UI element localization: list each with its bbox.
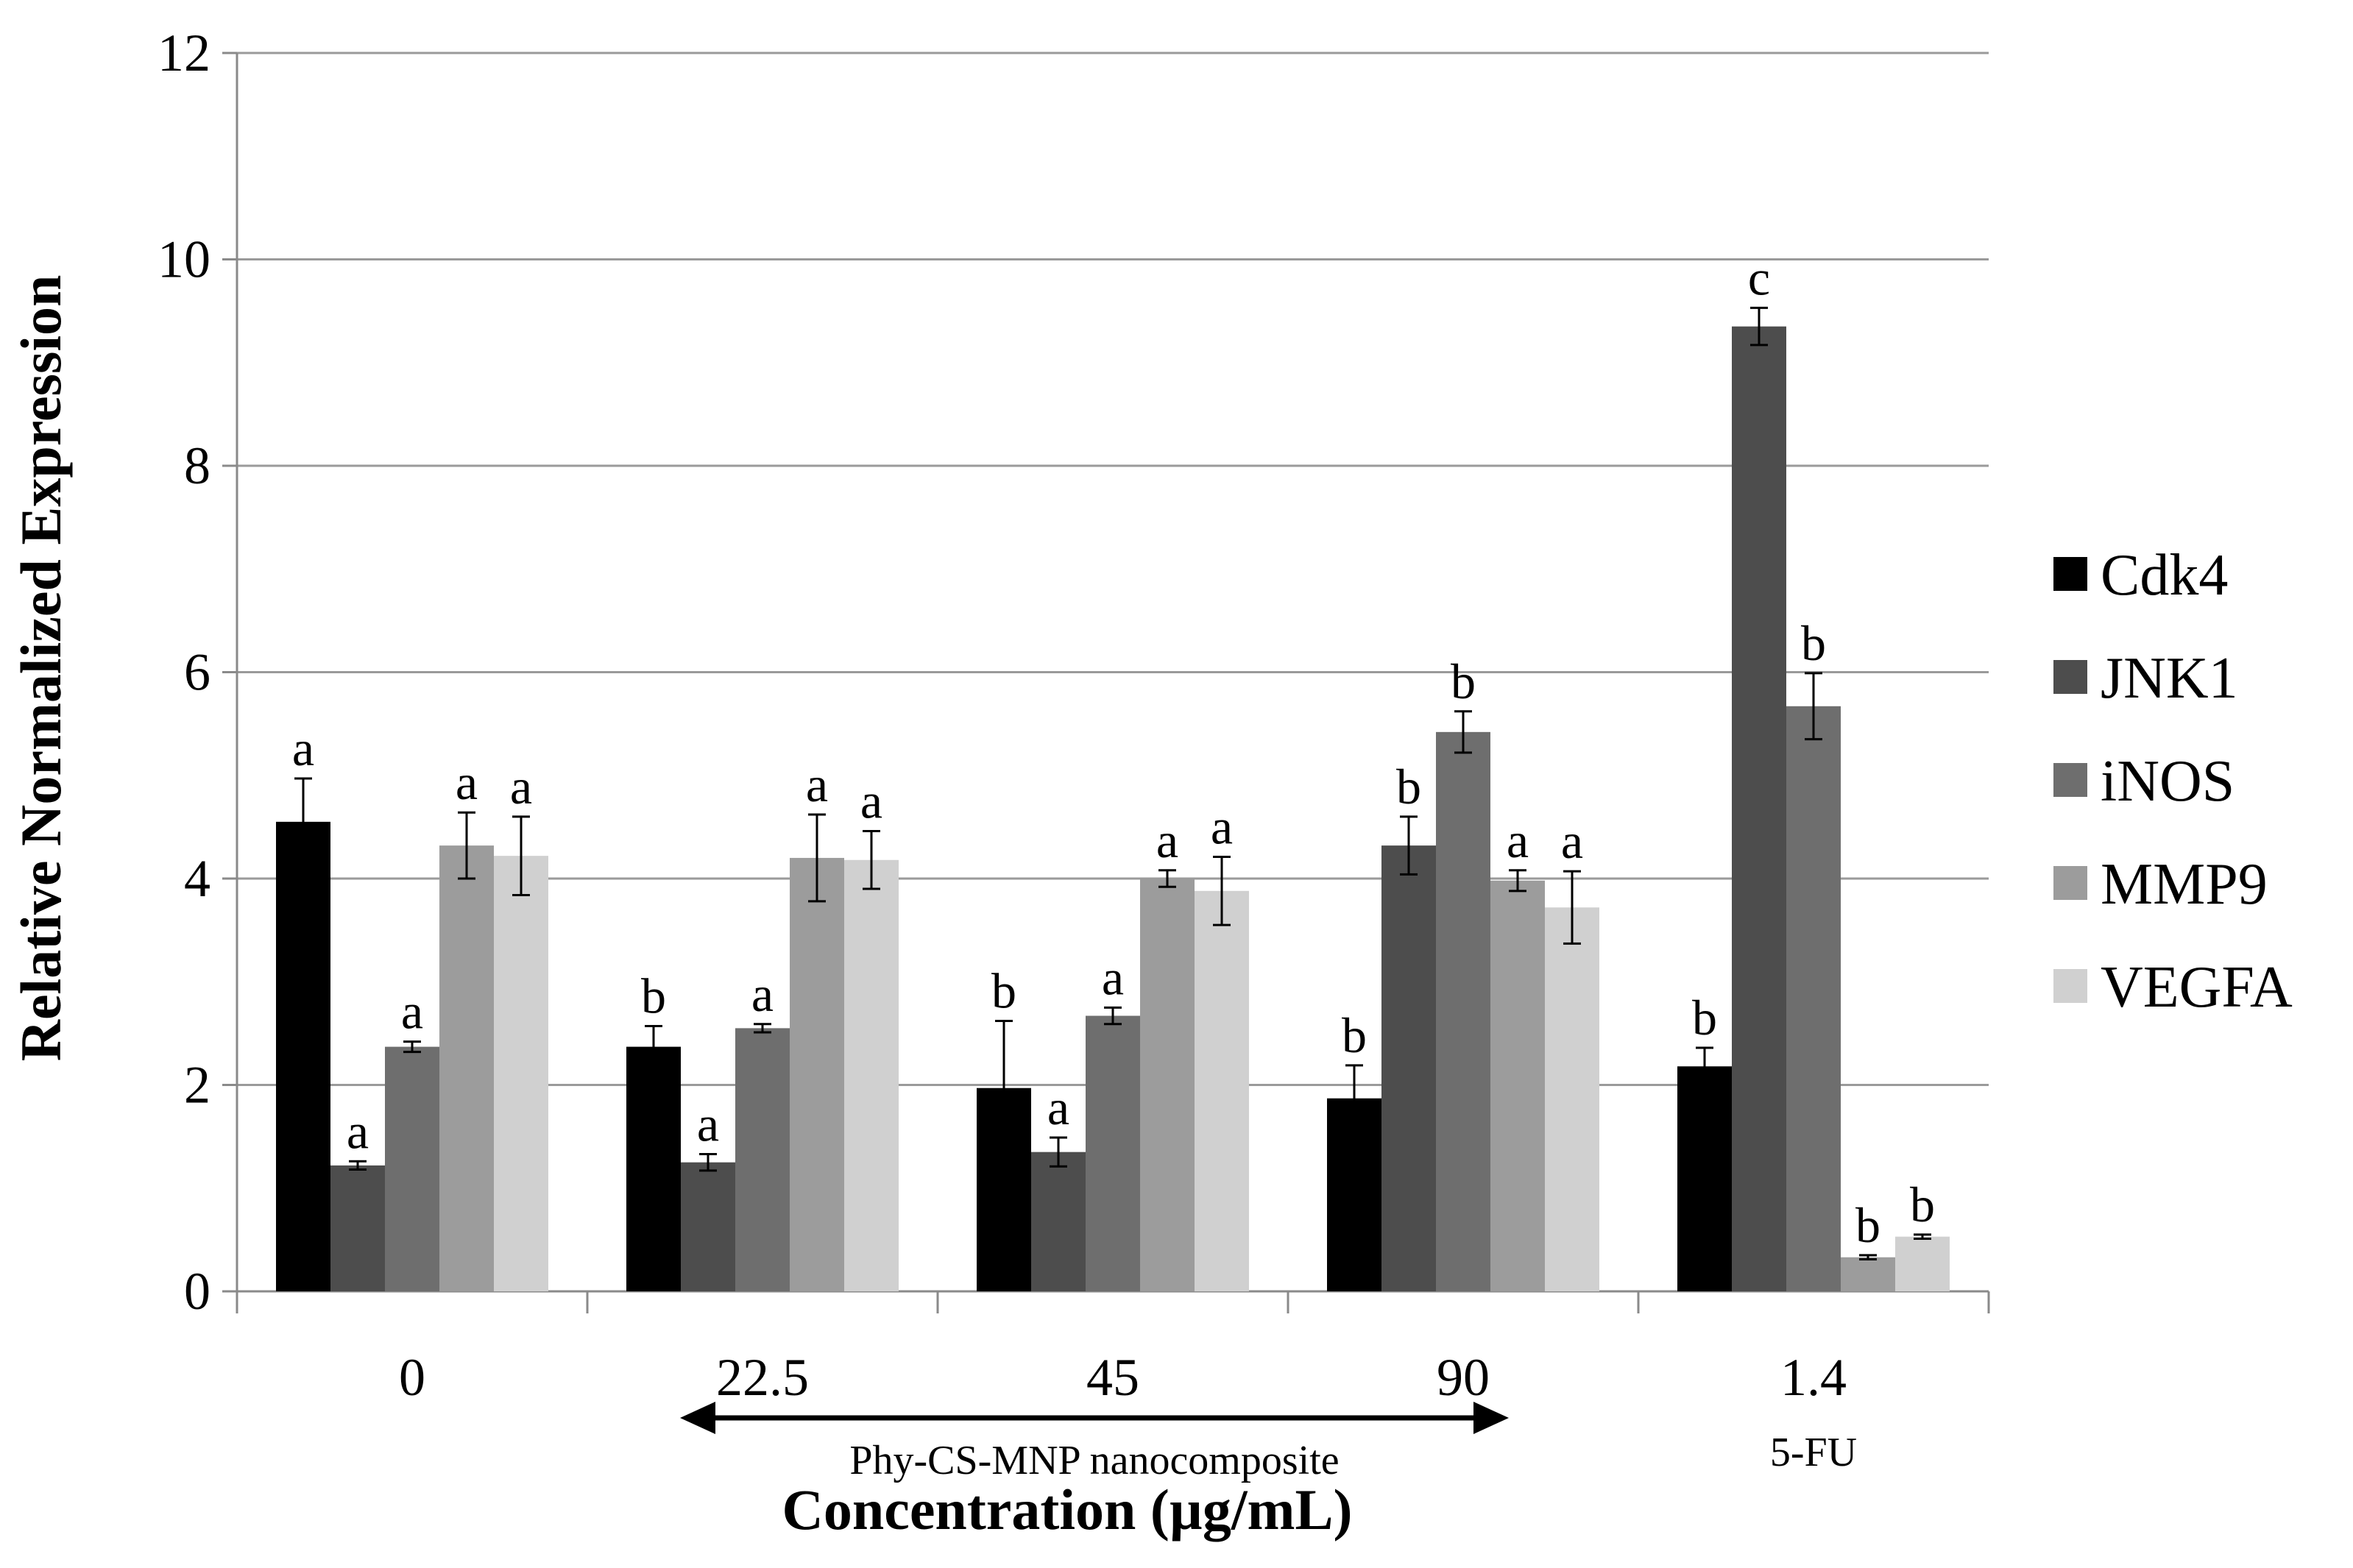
y-tick-label: 4 xyxy=(184,849,210,908)
bar-jnk1 xyxy=(1031,1152,1086,1291)
significance-label: a xyxy=(1561,813,1583,869)
legend-label: VEGFA xyxy=(2101,955,2293,1020)
x-tick-label: 45 xyxy=(1086,1348,1139,1407)
y-tick-label: 10 xyxy=(158,230,210,289)
bar-cdk4 xyxy=(626,1046,681,1291)
tick-labels: 0 2 4 6 8 10 12 0 22.5 45 90 1.4 5-FU xyxy=(158,24,1857,1475)
legend-label: MMP9 xyxy=(2101,852,2268,917)
significance-label: a xyxy=(292,720,314,776)
bar-inos xyxy=(1436,731,1490,1291)
bracket-annotation: Phy-CS-MNP nanocomposite xyxy=(680,1402,1509,1483)
significance-label: b xyxy=(1855,1197,1880,1253)
significance-label: a xyxy=(347,1103,369,1159)
x-tick-label: 1.4 xyxy=(1780,1348,1847,1407)
bar-vegfa xyxy=(1545,907,1599,1291)
x-tick-sublabel: 5-FU xyxy=(1770,1430,1857,1475)
x-tick-label: 0 xyxy=(399,1348,425,1407)
bar-cdk4 xyxy=(276,821,330,1291)
significance-label: a xyxy=(401,984,423,1040)
significance-label: c xyxy=(1748,249,1770,305)
bar-jnk1 xyxy=(1732,326,1786,1292)
bar-cdk4 xyxy=(1677,1066,1732,1291)
y-tick-label: 6 xyxy=(184,643,210,702)
error-bars xyxy=(294,306,1931,1261)
legend-label: Cdk4 xyxy=(2101,543,2228,608)
significance-label: a xyxy=(860,773,882,829)
bar-jnk1 xyxy=(681,1162,735,1291)
significance-label: b xyxy=(1342,1007,1367,1063)
arrow-right-icon xyxy=(1473,1402,1509,1434)
bar-vegfa xyxy=(1895,1236,1950,1291)
x-tick-label: 22.5 xyxy=(716,1348,809,1407)
y-tick-label: 8 xyxy=(184,436,210,495)
bar-jnk1 xyxy=(1381,845,1436,1291)
bar-inos xyxy=(735,1028,790,1291)
significance-label: a xyxy=(510,759,532,815)
bar-mmp9 xyxy=(1490,880,1545,1291)
significance-label: b xyxy=(1692,990,1717,1046)
x-tick-label: 90 xyxy=(1437,1348,1490,1407)
significance-label: a xyxy=(806,756,828,812)
x-axis-label: Concentration (µg/mL) xyxy=(782,1477,1352,1542)
bar-vegfa xyxy=(1195,890,1249,1291)
bar-mmp9 xyxy=(439,845,494,1291)
y-tick-label: 2 xyxy=(184,1056,210,1115)
bar-jnk1 xyxy=(330,1165,385,1291)
arrow-left-icon xyxy=(680,1402,715,1434)
significance-label: b xyxy=(1451,653,1476,709)
significance-label: a xyxy=(697,1096,719,1152)
significance-label: a xyxy=(1507,812,1529,868)
significance-label: b xyxy=(1396,759,1421,815)
significance-label: a xyxy=(1047,1079,1069,1135)
bar-vegfa xyxy=(494,856,548,1291)
y-tick-label: 12 xyxy=(158,24,210,82)
significance-label: b xyxy=(1801,615,1826,671)
significance-label: b xyxy=(641,968,666,1024)
bar-vegfa xyxy=(844,859,899,1291)
bar-mmp9 xyxy=(790,857,844,1291)
legend-swatch-mmp9 xyxy=(2053,866,2087,900)
bar-mmp9 xyxy=(1140,879,1195,1291)
legend-swatch-jnk1 xyxy=(2053,660,2087,694)
y-axis-label: Relative Normalized Expression xyxy=(9,275,73,1062)
significance-label: a xyxy=(1211,799,1233,855)
legend-label: JNK1 xyxy=(2101,646,2238,711)
significance-label: a xyxy=(751,966,774,1022)
legend-swatch-vegfa xyxy=(2053,969,2087,1003)
legend-swatch-cdk4 xyxy=(2053,557,2087,591)
significance-label: a xyxy=(456,754,478,810)
bar-inos xyxy=(1786,706,1841,1291)
significance-label: b xyxy=(1910,1177,1935,1232)
legend-label: iNOS xyxy=(2101,749,2235,814)
y-tick-label: 0 xyxy=(184,1262,210,1321)
bar-inos xyxy=(385,1046,439,1291)
legend-swatch-inos xyxy=(2053,763,2087,797)
significance-label: a xyxy=(1102,949,1124,1005)
legend: Cdk4 JNK1 iNOS MMP9 VEGFA xyxy=(2053,543,2293,1020)
significance-label: b xyxy=(991,963,1016,1019)
bracket-label: Phy-CS-MNP nanocomposite xyxy=(849,1438,1339,1483)
bars xyxy=(276,326,1950,1292)
significance-label: a xyxy=(1156,812,1178,868)
bar-inos xyxy=(1086,1015,1140,1291)
bar-mmp9 xyxy=(1841,1257,1895,1291)
